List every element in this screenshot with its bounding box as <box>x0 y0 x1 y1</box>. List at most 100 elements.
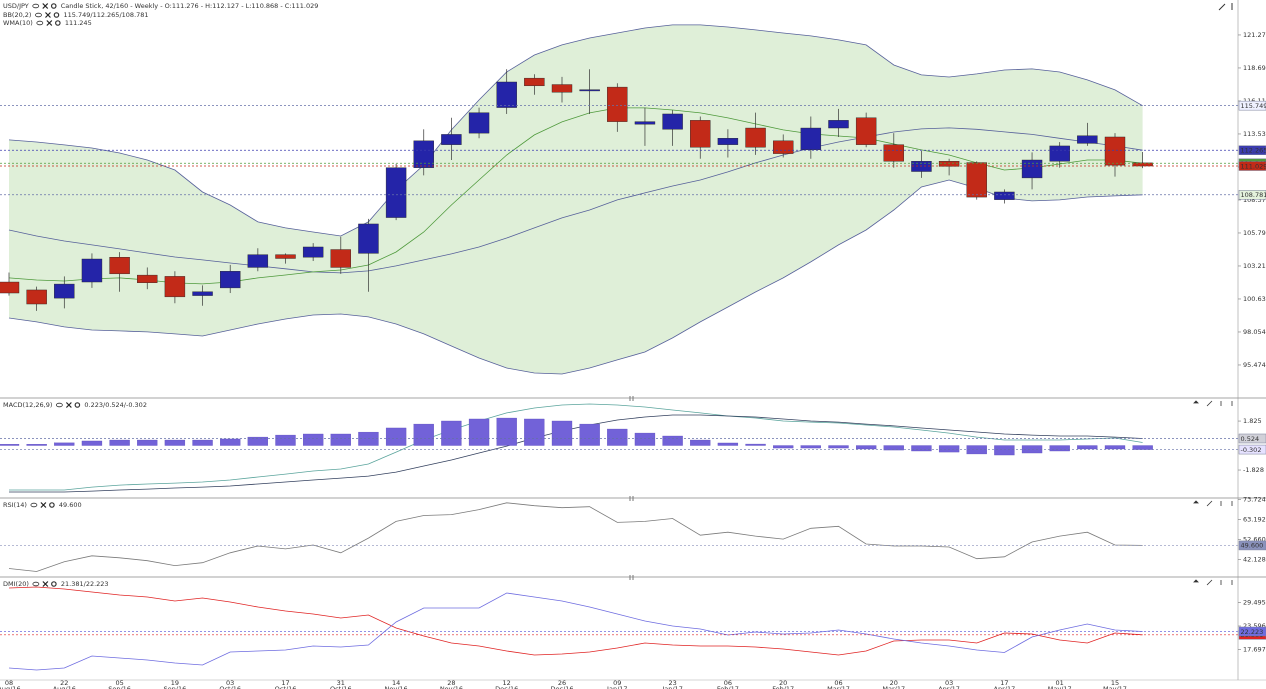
histogram-bar <box>607 428 628 446</box>
x-tick-day: 01 <box>1056 679 1064 687</box>
settings-icon[interactable] <box>53 12 60 18</box>
candle-body <box>1049 145 1070 162</box>
resize-handle[interactable] <box>629 496 634 501</box>
x-tick-month: May/17 <box>1103 685 1127 689</box>
histogram-bar <box>385 427 407 446</box>
histogram-bar <box>54 442 75 446</box>
y-tick-label: 17.697 <box>1243 645 1266 653</box>
x-tick-day: 12 <box>503 679 511 687</box>
candle-body <box>938 161 960 167</box>
legend-value: 49.600 <box>59 501 82 509</box>
x-tick-month: Oct/16 <box>330 685 352 689</box>
histogram-bar <box>717 442 739 446</box>
x-tick-day: 05 <box>115 679 123 687</box>
y-tick-label: 121.277 <box>1243 31 1266 39</box>
settings-icon[interactable] <box>74 402 81 408</box>
indicator-line <box>8 179 1143 375</box>
remove-icon[interactable] <box>46 20 53 26</box>
visibility-icon[interactable] <box>55 402 63 408</box>
candle-body <box>358 223 379 254</box>
legend-value: 0.223 <box>84 401 103 409</box>
value-tag <box>1238 100 1266 111</box>
y-tick-label: 42.128 <box>1243 556 1266 564</box>
candle-body <box>247 254 269 268</box>
remove-icon[interactable] <box>45 12 51 18</box>
legend-value: 115.749 <box>63 11 90 19</box>
panel-controls[interactable] <box>1193 500 1233 507</box>
panel-controls[interactable] <box>1193 579 1233 586</box>
settings-icon[interactable] <box>55 20 61 26</box>
value-tag-label: 112.265 <box>1241 147 1266 155</box>
x-tick-month: Aug/16 <box>0 685 21 689</box>
chart-subtitle: Candle Stick, 42/160 - Weekly - O:111.27… <box>61 2 319 10</box>
histogram-bar <box>413 423 434 446</box>
candle-body <box>966 162 987 198</box>
indicator-line <box>8 127 1143 274</box>
candle-body <box>662 113 683 130</box>
candle-body <box>1132 162 1153 167</box>
histogram-bar <box>690 439 711 446</box>
settings-icon[interactable] <box>50 3 57 9</box>
y-tick-label: 73.724 <box>1243 495 1266 503</box>
y-tick-label: 113.536 <box>1243 130 1266 138</box>
candle-body <box>524 77 545 87</box>
value-tag-label: 0.524 <box>1241 435 1260 443</box>
histogram-bar <box>468 418 490 446</box>
histogram-bar <box>524 418 545 446</box>
remove-icon[interactable] <box>42 3 49 9</box>
remove-icon[interactable] <box>40 502 47 508</box>
settings-icon[interactable] <box>49 502 55 508</box>
x-tick-month: Oct/16 <box>219 685 241 689</box>
candle-body <box>330 249 351 268</box>
visibility-icon[interactable] <box>35 12 42 18</box>
candle-body <box>275 254 296 259</box>
indicator-line <box>8 586 1143 656</box>
remove-icon[interactable] <box>65 402 72 408</box>
histogram-bar <box>579 423 600 446</box>
value-tag <box>1238 145 1266 155</box>
visibility-icon[interactable] <box>36 20 44 26</box>
y-tick-label: 98.054 <box>1243 328 1266 336</box>
y-tick-label: 118.697 <box>1243 64 1266 72</box>
candle-body <box>607 86 628 122</box>
histogram-bar <box>828 445 849 449</box>
visibility-icon[interactable] <box>30 502 38 508</box>
x-tick-month: Dec/16 <box>550 685 573 689</box>
legend-value: 111.245 <box>65 19 92 27</box>
value-tag-label: 111.029 <box>1241 162 1266 170</box>
x-tick-month: Jan/17 <box>661 685 682 689</box>
panel-controls[interactable] <box>1193 400 1233 407</box>
candle-body <box>883 144 904 162</box>
x-tick-month: Dec/16 <box>495 685 518 689</box>
histogram-bar <box>330 433 351 446</box>
candle-body <box>164 276 186 298</box>
legend-separator: / <box>103 401 106 409</box>
y-tick-label: 95.474 <box>1243 361 1266 369</box>
value-tag <box>1238 161 1266 171</box>
histogram-bar <box>883 445 904 451</box>
remove-icon[interactable] <box>42 581 49 587</box>
visibility-icon[interactable] <box>32 581 40 587</box>
x-tick-month: Nov/16 <box>385 685 408 689</box>
x-tick-day: 31 <box>337 679 345 687</box>
x-tick-day: 19 <box>171 679 179 687</box>
settings-icon[interactable] <box>51 581 57 587</box>
indicator-title: RSI(14) <box>3 501 27 509</box>
resize-handle[interactable] <box>629 575 634 580</box>
value-tag-label: 22.223 <box>1241 628 1264 636</box>
x-tick-month: Nov/16 <box>440 685 463 689</box>
x-tick-day: 06 <box>834 679 842 687</box>
expand-button[interactable] <box>1218 3 1233 11</box>
x-tick-month: Mar/17 <box>882 685 905 689</box>
histogram-bar <box>302 433 324 446</box>
indicator-line <box>8 592 1143 671</box>
value-tag <box>1238 626 1266 637</box>
legend-value: 112.265 <box>93 11 120 19</box>
histogram-bar <box>26 444 47 446</box>
candle-body <box>137 274 158 283</box>
y-tick-label: 108.376 <box>1243 196 1266 204</box>
visibility-icon[interactable] <box>32 3 40 9</box>
resize-handle[interactable] <box>629 396 634 401</box>
x-tick-day: 23 <box>668 679 676 687</box>
